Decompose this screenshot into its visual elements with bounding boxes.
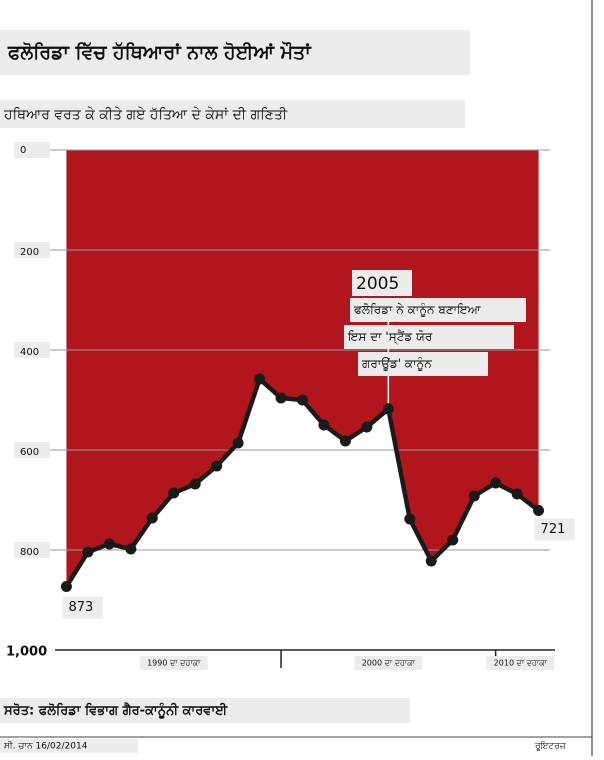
point <box>275 392 287 404</box>
tick-label-box <box>14 542 50 558</box>
point <box>125 543 137 555</box>
point <box>361 421 373 433</box>
y-tick-label: 600 <box>20 447 39 458</box>
y-tick-label: 400 <box>20 347 39 358</box>
annotation-year: 2005 <box>356 274 399 294</box>
annotation-text: ਫਲੋਰਿਡਾ ਨੇ ਕਾਨੂੰਨ ਬਣਾਇਆ <box>353 303 482 318</box>
point <box>490 477 502 489</box>
tick-label-box <box>14 442 50 458</box>
y-tick-label: 0 <box>20 145 26 156</box>
y-tick-label: 200 <box>20 247 39 258</box>
annotation-box <box>352 270 412 296</box>
credit-box <box>0 739 138 753</box>
plot: 0 200 400 600 800 1,000 1990 ਦਾ ਦਹਾਕਾ 2000 ਦਾ ਦ… <box>6 142 575 670</box>
annotation-box <box>344 325 514 349</box>
source-box <box>0 698 410 723</box>
point <box>146 512 158 524</box>
value-label-box <box>62 596 103 619</box>
tick-label-box <box>14 142 50 158</box>
value-label-box <box>534 518 575 541</box>
value-label: 721 <box>541 522 566 537</box>
tick-label-box <box>14 342 50 358</box>
publisher: ਰੂਇਟਰਜ਼ <box>534 741 566 752</box>
point <box>468 490 480 502</box>
point <box>82 546 94 558</box>
x-tick-label: 2000 ਦਾ ਦਹਾਕਾ <box>362 659 416 668</box>
x-tick-label: 2010 ਦਾ ਦਹਾਕਾ <box>494 659 548 668</box>
point <box>339 435 351 447</box>
y-tick-label: 1,000 <box>6 645 47 660</box>
point <box>211 460 223 472</box>
point <box>447 534 459 546</box>
point <box>425 555 437 567</box>
chart-title: ਫਲੋਰਿਡਾ ਵਿੱਚ ਹੱਥਿਆਰਾਂ ਨਾਲ ਹੋਈਆਂ ਮੌਤਾਂ <box>7 40 312 64</box>
point <box>404 513 416 525</box>
x-tick-label-box <box>139 656 208 670</box>
subtitle-box <box>0 100 465 128</box>
source: ਸਰੋਤ: ਫਲੋਰਿਡਾ ਵਿਭਾਗ ਗੈਰ-ਕਾਨੂੰਨੀ ਕਾਰਵਾਈ <box>3 702 228 720</box>
x-tick-label: 1990 ਦਾ ਦਹਾਕਾ <box>147 659 201 668</box>
title-box <box>0 30 470 75</box>
point <box>103 538 115 550</box>
annotation-box <box>350 298 526 322</box>
chart-subtitle: ਹਥਿਆਰ ਵਰਤ ਕੇ ਕੀਤੇ ਗਏ ਹੱਤਿਆ ਦੇ ਕੇਸਾਂ ਦੀ ਗ… <box>3 107 288 123</box>
point <box>168 487 180 499</box>
x-tick-label-box <box>486 656 555 670</box>
point <box>189 478 201 490</box>
point <box>60 581 72 592</box>
annotation-text: ਇਸ ਦਾ 'ਸ੍ਟੈਂਡ ਯੋਰ <box>347 330 433 345</box>
point <box>297 394 308 406</box>
y-tick-label: 800 <box>20 547 39 558</box>
point <box>533 505 545 516</box>
annotation-text: ਗਰਾਊਂਡ' ਕਾਨੂੰਨ <box>361 357 432 372</box>
annotation-box <box>358 352 488 376</box>
point <box>511 488 523 500</box>
point <box>232 437 244 449</box>
tick-label-box <box>14 242 50 258</box>
x-tick-label-box <box>354 656 423 670</box>
point <box>382 403 394 415</box>
area-fill <box>66 150 539 587</box>
value-label: 873 <box>68 600 93 615</box>
credit: ਸੀ. ਚਾਨ 16/02/2014 <box>3 741 88 752</box>
point <box>254 373 266 385</box>
point <box>318 419 330 431</box>
